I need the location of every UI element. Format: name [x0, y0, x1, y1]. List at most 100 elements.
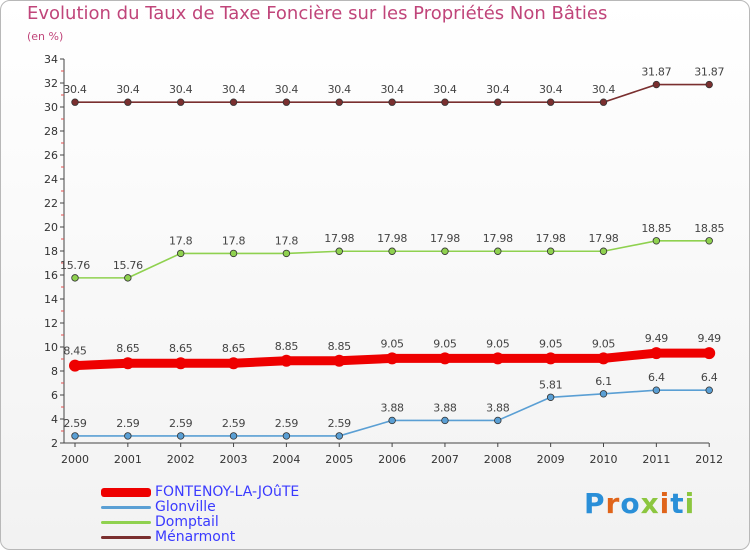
- legend-item-menarmont: Ménarmont: [101, 530, 299, 545]
- brand-letter: r: [605, 487, 621, 520]
- data-point: [441, 416, 449, 425]
- data-label: 30.4: [328, 83, 352, 96]
- data-point: [599, 98, 608, 106]
- data-point: [705, 80, 713, 89]
- data-label: 9.05: [592, 337, 616, 350]
- legend: FONTENOY-LA-JOûTE Glonville Domptail Mén…: [101, 485, 299, 545]
- data-point: [705, 386, 713, 394]
- data-point: [71, 432, 79, 440]
- data-label: 30.4: [116, 83, 140, 96]
- data-point: [597, 352, 610, 365]
- data-point: [71, 98, 79, 106]
- data-point: [282, 432, 291, 440]
- data-label: 5.81: [539, 378, 562, 391]
- data-label: 17.8: [169, 234, 193, 247]
- data-label: 8.45: [63, 345, 87, 358]
- legend-swatch-menarmont: [101, 536, 151, 539]
- data-label: 9.05: [539, 337, 563, 350]
- data-label: 17.98: [377, 232, 407, 245]
- data-label: 17.98: [589, 232, 619, 245]
- data-point: [176, 432, 185, 440]
- data-point: [388, 247, 396, 255]
- data-label: 9.49: [645, 332, 669, 345]
- brand-letter: i: [684, 487, 696, 520]
- brand-letter: o: [620, 487, 641, 520]
- data-label: 30.4: [486, 83, 510, 96]
- y-tick-label: 18: [44, 245, 58, 258]
- x-tick-label: 2005: [325, 453, 353, 466]
- y-tick-label: 6: [51, 389, 58, 402]
- data-point: [652, 237, 661, 245]
- data-label: 3.88: [486, 401, 510, 414]
- x-tick-label: 2006: [378, 453, 406, 466]
- data-point: [333, 354, 346, 367]
- brand-letter: P: [584, 487, 606, 520]
- y-tick-label: 4: [51, 413, 58, 426]
- x-tick-label: 2003: [220, 453, 248, 466]
- data-point: [438, 352, 451, 365]
- x-tick-label: 2001: [114, 453, 142, 466]
- y-tick-label: 22: [44, 197, 58, 210]
- legend-label-menarmont: Ménarmont: [155, 529, 236, 545]
- data-label: 30.4: [433, 83, 457, 96]
- data-point: [386, 352, 399, 365]
- data-label: 17.98: [430, 232, 460, 245]
- data-label: 8.85: [275, 340, 299, 353]
- data-point: [229, 249, 238, 258]
- data-point: [599, 247, 608, 255]
- data-point: [124, 274, 132, 282]
- data-label: 9.05: [486, 337, 510, 350]
- data-point: [282, 249, 291, 258]
- data-label: 2.59: [275, 417, 299, 430]
- data-label: 8.65: [116, 342, 140, 355]
- data-label: 2.59: [116, 417, 140, 430]
- data-label: 30.4: [380, 83, 404, 96]
- legend-swatch-domptail: [101, 521, 151, 524]
- x-tick-label: 2009: [537, 453, 565, 466]
- data-point: [280, 354, 293, 367]
- data-label: 2.59: [63, 417, 87, 430]
- data-label: 3.88: [433, 401, 457, 414]
- y-tick-label: 2: [51, 437, 58, 450]
- data-label: 18.85: [694, 222, 724, 235]
- data-point: [124, 432, 132, 440]
- data-label: 6.4: [701, 371, 718, 384]
- data-point: [441, 247, 449, 255]
- data-point: [599, 390, 608, 398]
- y-tick-label: 12: [44, 317, 58, 330]
- data-label: 30.4: [275, 83, 299, 96]
- data-point: [69, 359, 81, 372]
- data-label: 6.4: [648, 371, 665, 384]
- brand-logo: Proxiti: [584, 487, 695, 520]
- data-label: 31.87: [694, 66, 724, 79]
- y-tick-label: 8: [51, 365, 58, 378]
- y-tick-label: 28: [44, 125, 58, 138]
- data-point: [544, 352, 557, 365]
- data-point: [335, 432, 343, 440]
- data-label: 9.49: [698, 332, 722, 345]
- legend-swatch-fontenoy: [101, 488, 151, 497]
- legend-item-glonville: Glonville: [101, 500, 299, 515]
- chart-title: Evolution du Taux de Taxe Foncière sur l…: [27, 3, 608, 24]
- legend-item-fontenoy: FONTENOY-LA-JOûTE: [101, 485, 299, 500]
- x-tick-label: 2011: [642, 453, 670, 466]
- y-tick-label: 30: [44, 101, 58, 114]
- x-tick-label: 2012: [695, 453, 723, 466]
- data-label: 17.8: [222, 234, 246, 247]
- x-tick-label: 2008: [484, 453, 512, 466]
- data-point: [388, 416, 396, 425]
- legend-label-glonville: Glonville: [155, 499, 216, 515]
- data-label: 6.1: [595, 375, 612, 388]
- data-point: [705, 237, 713, 245]
- data-point: [335, 98, 343, 106]
- data-label: 30.4: [63, 83, 87, 96]
- data-point: [121, 357, 134, 370]
- data-label: 30.4: [592, 83, 616, 96]
- data-point: [229, 432, 238, 440]
- x-tick-label: 2007: [431, 453, 459, 466]
- data-label: 17.98: [324, 232, 354, 245]
- data-label: 8.65: [169, 342, 193, 355]
- data-label: 17.98: [536, 232, 566, 245]
- brand-letter: t: [670, 487, 685, 520]
